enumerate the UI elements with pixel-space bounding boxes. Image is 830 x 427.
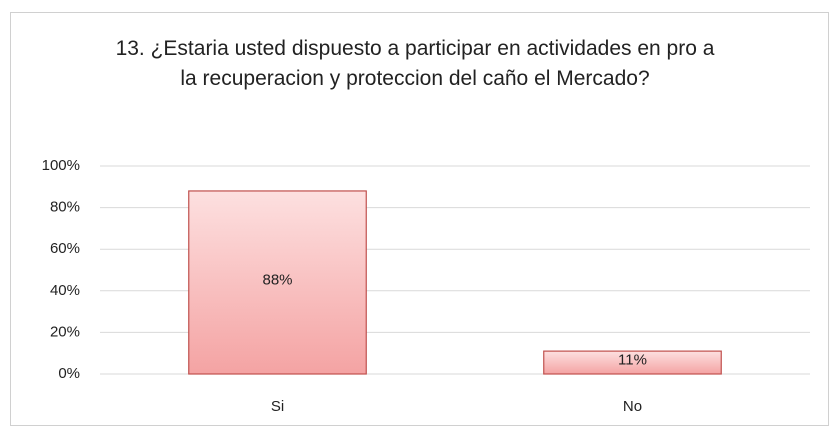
y-tick-label: 0%: [58, 365, 80, 382]
bar: [188, 190, 367, 375]
chart-title: 13. ¿Estaria usted dispuesto a participa…: [115, 37, 715, 90]
data-label: 88%: [262, 271, 292, 288]
data-label: 11%: [618, 352, 647, 369]
y-tick-label: 40%: [50, 282, 80, 299]
chart-frame: [10, 12, 829, 426]
y-tick-label: 60%: [50, 240, 80, 257]
y-tick-label: 100%: [42, 157, 80, 174]
y-tick-label: 20%: [50, 323, 80, 340]
y-tick-label: 80%: [50, 199, 80, 216]
bar: [543, 350, 722, 375]
x-tick-label: No: [623, 398, 642, 415]
x-tick-label: Si: [271, 398, 284, 415]
